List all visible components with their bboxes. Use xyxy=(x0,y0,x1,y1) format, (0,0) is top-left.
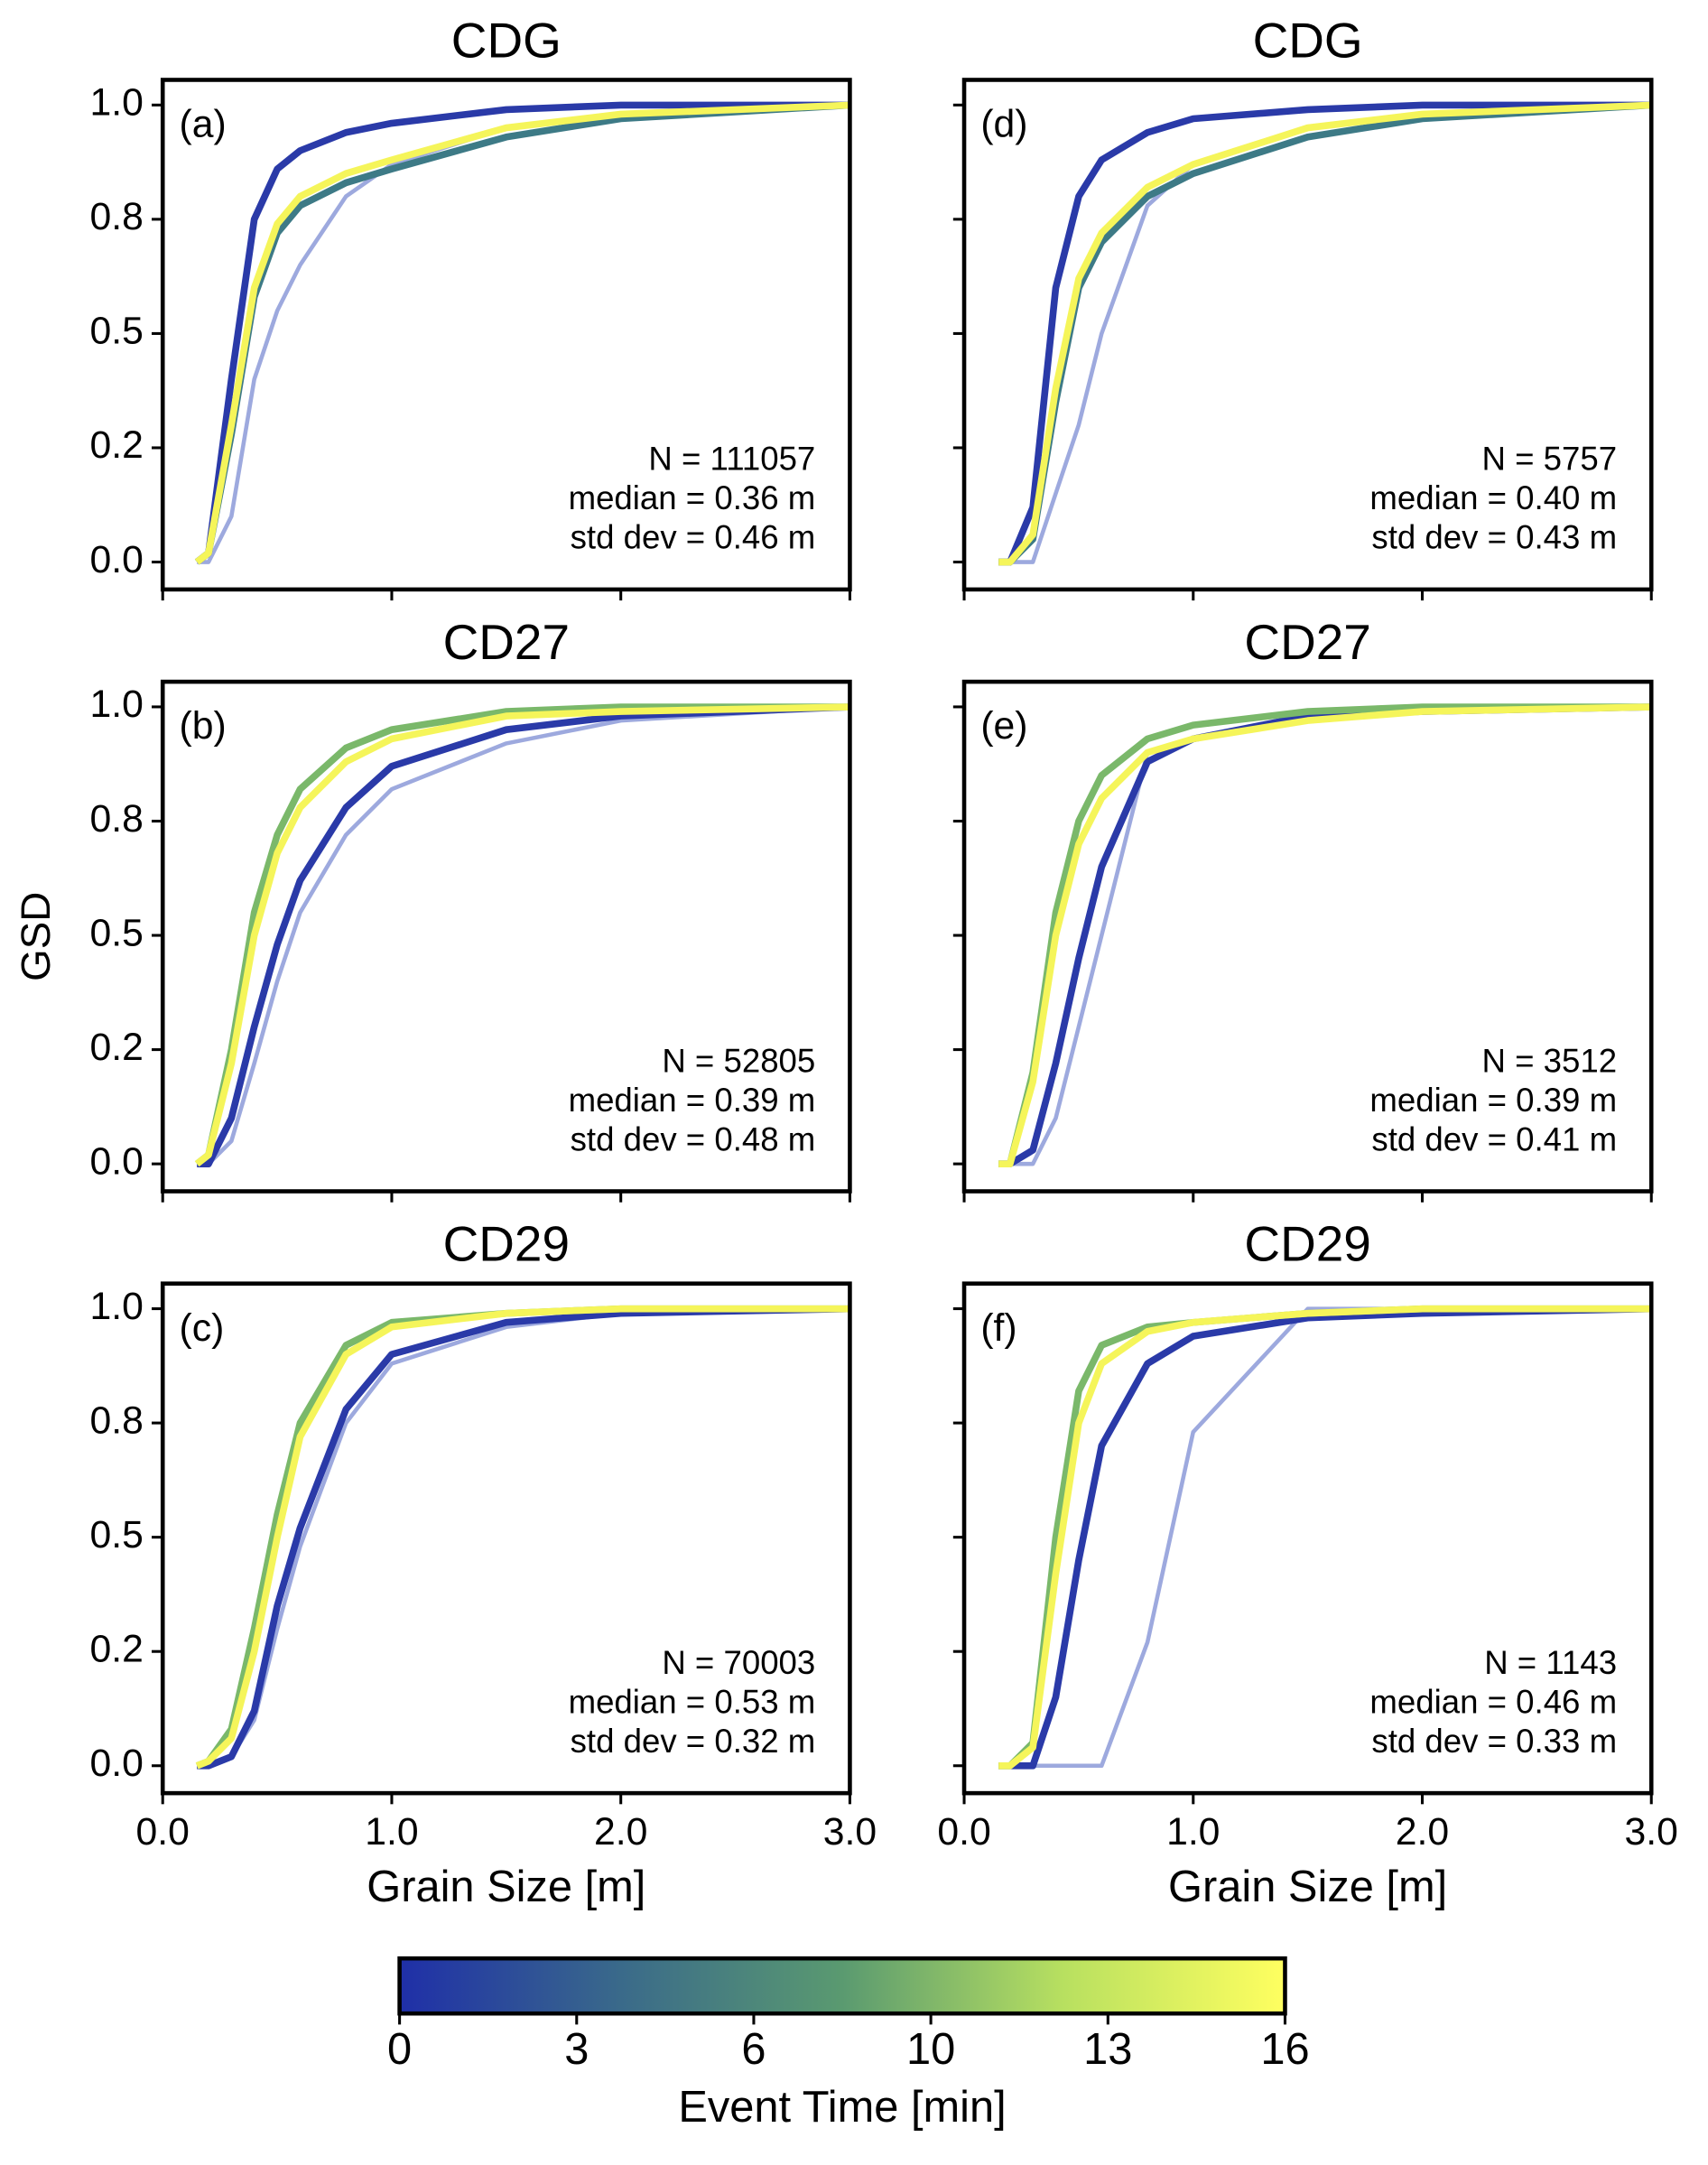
annotation: median = 0.39 m xyxy=(1369,1082,1617,1119)
cdf-line xyxy=(998,101,1652,566)
y-tick-label: 0.8 xyxy=(89,1398,143,1442)
panel-title: CD27 xyxy=(443,614,570,670)
x-axis-label: Grain Size [m] xyxy=(1168,1863,1447,1911)
annotation: median = 0.40 m xyxy=(1369,479,1617,516)
cdf-line xyxy=(998,1305,1652,1770)
x-tick-label: 1.0 xyxy=(365,1810,418,1854)
colorbar-tick-label: 10 xyxy=(906,2025,955,2074)
panel-title: CD29 xyxy=(1244,1216,1370,1272)
annotation: N = 70003 xyxy=(662,1644,815,1681)
plot-area xyxy=(998,703,1652,1167)
plot-area xyxy=(998,1305,1652,1770)
plot-area xyxy=(194,703,850,1167)
annotation: median = 0.39 m xyxy=(569,1082,816,1119)
colorbar-tick-label: 6 xyxy=(741,2025,766,2074)
panel-label: (b) xyxy=(180,704,227,748)
cdf-line xyxy=(194,101,850,565)
y-axis-label: GSD xyxy=(13,892,59,981)
y-tick-label: 0.0 xyxy=(89,1742,143,1785)
annotation: median = 0.53 m xyxy=(569,1683,816,1720)
cdf-line xyxy=(998,703,1652,1167)
colorbar-tick-label: 0 xyxy=(387,2025,412,2074)
x-tick-label: 2.0 xyxy=(1396,1810,1449,1854)
panel-title: CD29 xyxy=(443,1216,570,1272)
colorbar xyxy=(397,1956,1287,2016)
y-tick-label: 0.5 xyxy=(89,1513,143,1556)
y-tick-label: 0.5 xyxy=(89,310,143,353)
x-tick-label: 3.0 xyxy=(823,1810,877,1854)
y-tick-label: 1.0 xyxy=(89,1285,143,1328)
y-tick-label: 0.8 xyxy=(89,797,143,841)
y-tick-label: 1.0 xyxy=(89,81,143,125)
panel-label: (c) xyxy=(180,1306,225,1350)
annotation: N = 52805 xyxy=(662,1042,815,1079)
annotation: median = 0.36 m xyxy=(569,479,816,516)
y-tick-label: 0.2 xyxy=(89,1026,143,1069)
colorbar-label: Event Time [min] xyxy=(678,2083,1006,2132)
annotation: std dev = 0.32 m xyxy=(571,1723,816,1760)
annotation: std dev = 0.48 m xyxy=(571,1120,816,1157)
annotation: N = 3512 xyxy=(1481,1042,1617,1079)
cdf-line xyxy=(194,703,850,1167)
annotation: median = 0.46 m xyxy=(1369,1683,1617,1720)
annotation: std dev = 0.33 m xyxy=(1371,1723,1617,1760)
plot-area xyxy=(998,101,1652,566)
annotation: N = 5757 xyxy=(1481,441,1617,478)
cdf-line xyxy=(998,101,1652,566)
cdf-line xyxy=(194,101,850,565)
cdf-line xyxy=(197,703,850,1167)
cdf-line xyxy=(197,704,850,1166)
annotation: N = 111057 xyxy=(648,441,815,478)
x-tick-label: 0.0 xyxy=(937,1810,990,1854)
x-tick-label: 1.0 xyxy=(1166,1810,1220,1854)
colorbar-tick-label: 16 xyxy=(1260,2025,1309,2074)
panel-title: CDG xyxy=(1253,12,1363,68)
annotation: std dev = 0.46 m xyxy=(571,519,816,556)
y-tick-label: 1.0 xyxy=(89,683,143,726)
y-tick-label: 0.8 xyxy=(89,195,143,238)
x-axis-label: Grain Size [m] xyxy=(367,1863,645,1911)
cdf-line xyxy=(197,1305,850,1770)
x-tick-label: 0.0 xyxy=(136,1810,190,1854)
panel-label: (f) xyxy=(980,1306,1016,1350)
x-tick-label: 2.0 xyxy=(594,1810,647,1854)
panel-title: CDG xyxy=(451,12,562,68)
panel-title: CD27 xyxy=(1244,614,1370,670)
annotation: std dev = 0.41 m xyxy=(1371,1120,1617,1157)
x-tick-label: 3.0 xyxy=(1625,1810,1678,1854)
cdf-line xyxy=(998,1305,1652,1770)
y-tick-label: 0.5 xyxy=(89,911,143,954)
plot-area xyxy=(194,101,850,565)
y-tick-label: 0.0 xyxy=(89,1139,143,1183)
y-tick-label: 0.2 xyxy=(89,423,143,467)
annotation: std dev = 0.43 m xyxy=(1371,519,1617,556)
annotation: N = 1143 xyxy=(1484,1644,1617,1681)
y-tick-label: 0.0 xyxy=(89,538,143,581)
plot-area xyxy=(195,1305,850,1770)
colorbar-tick-label: 3 xyxy=(564,2025,589,2074)
colorbar-tick-label: 13 xyxy=(1083,2025,1132,2074)
panel-label: (e) xyxy=(980,704,1027,748)
panel-label: (d) xyxy=(980,103,1027,146)
cdf-line xyxy=(195,1305,850,1770)
y-tick-label: 0.2 xyxy=(89,1627,143,1670)
panel-label: (a) xyxy=(180,103,227,146)
